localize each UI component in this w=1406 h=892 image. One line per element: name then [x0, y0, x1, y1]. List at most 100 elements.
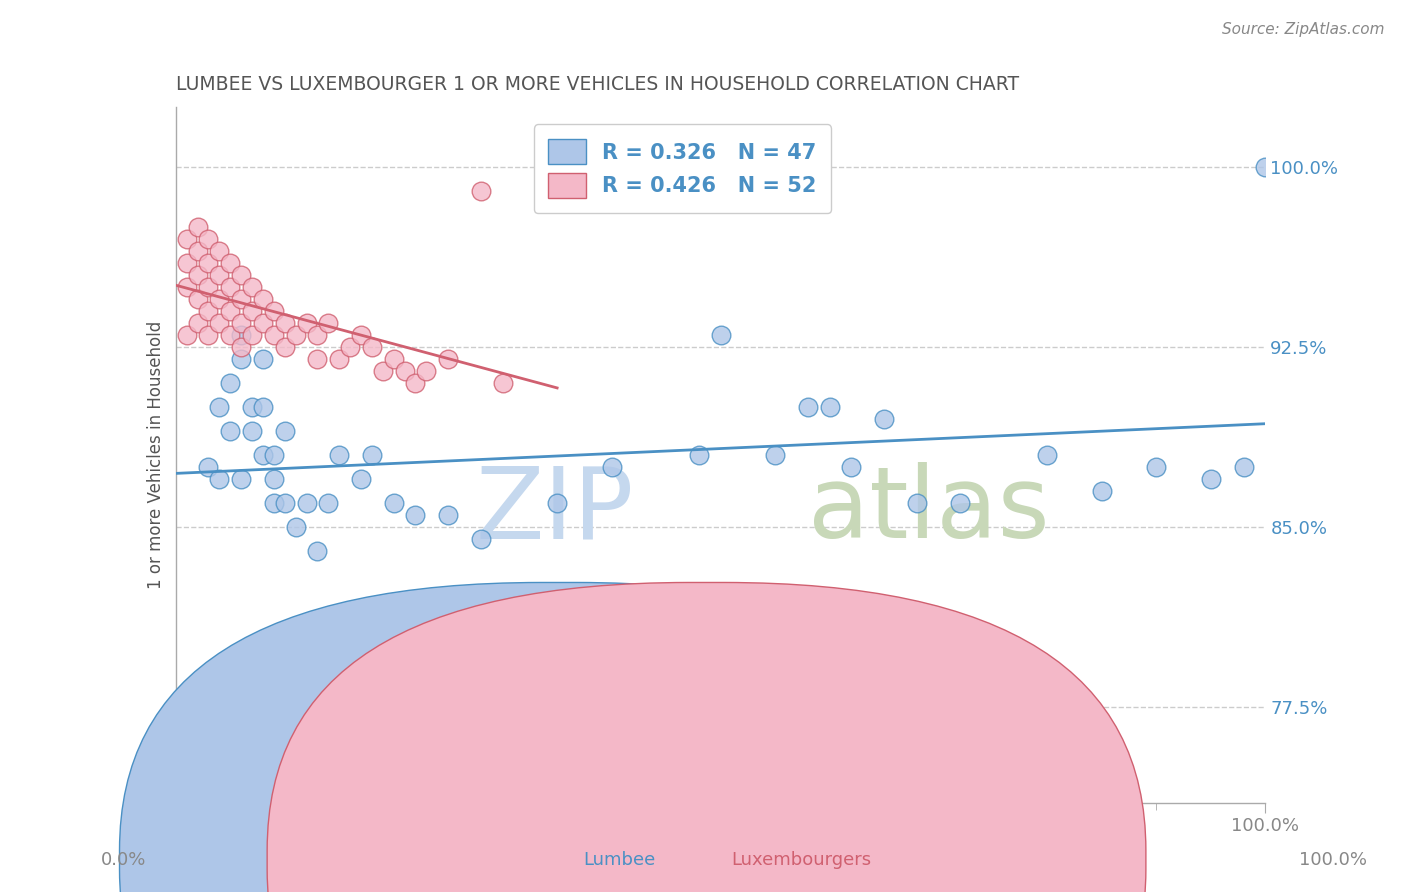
- Point: [197, 280, 219, 294]
- Point: [1199, 472, 1222, 486]
- Point: [295, 316, 318, 330]
- Point: [796, 400, 818, 414]
- Point: [360, 448, 382, 462]
- Point: [231, 316, 253, 330]
- Point: [219, 376, 242, 390]
- Point: [186, 219, 209, 234]
- Point: [186, 747, 209, 762]
- Point: [307, 544, 329, 558]
- Text: ZIP: ZIP: [475, 462, 633, 559]
- Point: [382, 351, 405, 366]
- Point: [307, 328, 329, 343]
- Point: [240, 424, 263, 438]
- Point: [219, 424, 242, 438]
- Point: [274, 424, 297, 438]
- Point: [231, 292, 253, 306]
- Point: [219, 304, 242, 318]
- Point: [307, 351, 329, 366]
- Point: [905, 496, 928, 510]
- Point: [197, 304, 219, 318]
- Point: [949, 496, 972, 510]
- Point: [274, 496, 297, 510]
- Point: [350, 328, 373, 343]
- Point: [1232, 459, 1256, 474]
- Point: [219, 328, 242, 343]
- Point: [394, 364, 416, 378]
- Point: [710, 328, 733, 343]
- Point: [252, 292, 274, 306]
- Point: [252, 316, 274, 330]
- Point: [186, 316, 209, 330]
- Point: [208, 472, 231, 486]
- Point: [231, 328, 253, 343]
- Point: [841, 459, 863, 474]
- Point: [360, 340, 382, 354]
- Point: [240, 304, 263, 318]
- Point: [208, 292, 231, 306]
- Point: [176, 256, 198, 270]
- Legend: R = 0.326   N = 47, R = 0.426   N = 52: R = 0.326 N = 47, R = 0.426 N = 52: [534, 124, 831, 213]
- Point: [240, 280, 263, 294]
- Point: [197, 328, 219, 343]
- Point: [470, 532, 492, 546]
- Text: Lumbee: Lumbee: [583, 851, 655, 869]
- Point: [1036, 448, 1059, 462]
- Point: [231, 340, 253, 354]
- Point: [252, 448, 274, 462]
- Point: [208, 244, 231, 258]
- Y-axis label: 1 or more Vehicles in Household: 1 or more Vehicles in Household: [146, 321, 165, 589]
- Point: [405, 376, 427, 390]
- Point: [176, 232, 198, 246]
- Point: [318, 316, 340, 330]
- Point: [600, 459, 623, 474]
- Point: [688, 448, 710, 462]
- Point: [284, 328, 307, 343]
- Point: [1254, 160, 1277, 174]
- Point: [208, 316, 231, 330]
- Point: [263, 448, 285, 462]
- Point: [405, 508, 427, 522]
- Point: [1144, 459, 1167, 474]
- Point: [274, 316, 297, 330]
- Point: [219, 256, 242, 270]
- Point: [470, 184, 492, 198]
- Point: [818, 400, 841, 414]
- Point: [371, 364, 394, 378]
- Point: [231, 268, 253, 282]
- Point: [492, 376, 515, 390]
- Point: [186, 292, 209, 306]
- Point: [197, 459, 219, 474]
- Point: [1091, 483, 1114, 498]
- Point: [197, 256, 219, 270]
- Text: 100.0%: 100.0%: [1299, 851, 1367, 869]
- Point: [208, 400, 231, 414]
- Point: [219, 280, 242, 294]
- Point: [240, 400, 263, 414]
- Point: [328, 448, 350, 462]
- Point: [437, 508, 460, 522]
- Point: [231, 472, 253, 486]
- Point: [437, 351, 460, 366]
- Point: [873, 412, 896, 426]
- Point: [350, 472, 373, 486]
- Point: [318, 496, 340, 510]
- Text: atlas: atlas: [807, 462, 1049, 559]
- Point: [339, 340, 361, 354]
- Point: [546, 496, 568, 510]
- Point: [763, 448, 786, 462]
- Text: 0.0%: 0.0%: [101, 851, 146, 869]
- Point: [176, 280, 198, 294]
- Point: [263, 496, 285, 510]
- Text: Luxembourgers: Luxembourgers: [731, 851, 872, 869]
- Point: [186, 268, 209, 282]
- Point: [295, 496, 318, 510]
- Text: Source: ZipAtlas.com: Source: ZipAtlas.com: [1222, 22, 1385, 37]
- Point: [252, 400, 274, 414]
- Point: [263, 328, 285, 343]
- Point: [382, 496, 405, 510]
- Point: [208, 268, 231, 282]
- Point: [186, 244, 209, 258]
- Point: [231, 351, 253, 366]
- Text: LUMBEE VS LUXEMBOURGER 1 OR MORE VEHICLES IN HOUSEHOLD CORRELATION CHART: LUMBEE VS LUXEMBOURGER 1 OR MORE VEHICLE…: [176, 75, 1019, 95]
- Point: [415, 364, 437, 378]
